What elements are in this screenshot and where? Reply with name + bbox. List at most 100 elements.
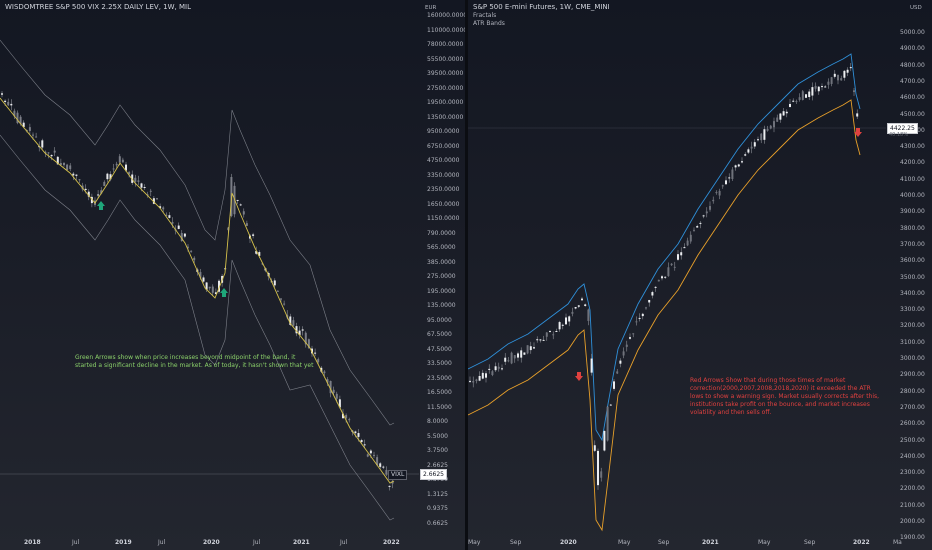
right-chart-canvas[interactable] bbox=[468, 0, 932, 550]
y-tick-label: 13500.0000 bbox=[427, 113, 464, 121]
right-annotation-note[interactable]: Red Arrows Show that during those times … bbox=[690, 377, 880, 416]
green-arrow-icon bbox=[97, 201, 105, 210]
candle-body bbox=[539, 339, 542, 341]
candle-body bbox=[683, 247, 686, 249]
indicator-fractals[interactable]: Fractals bbox=[473, 12, 497, 19]
candle-body bbox=[97, 194, 100, 196]
candle-body bbox=[779, 113, 782, 120]
left-price-axis[interactable]: 160000.0000 110000.0000 78000.0000 55500.00… bbox=[419, 0, 465, 537]
candle-body bbox=[686, 240, 689, 246]
x-tick-label: Jul bbox=[253, 539, 261, 546]
candle-body bbox=[388, 485, 391, 487]
candle-body bbox=[13, 110, 16, 117]
candle-body bbox=[609, 404, 612, 406]
candle-body bbox=[280, 298, 282, 300]
candle-body bbox=[382, 466, 385, 468]
candle-body bbox=[648, 299, 651, 303]
y-tick-label: 47.5000 bbox=[427, 345, 452, 353]
candle-body bbox=[298, 330, 301, 335]
candle-body bbox=[137, 180, 140, 182]
candle-body bbox=[645, 307, 647, 309]
candle-body bbox=[28, 127, 31, 131]
candle-body bbox=[289, 316, 292, 325]
candle-body bbox=[801, 91, 804, 100]
candle-body bbox=[239, 204, 242, 206]
candle-body bbox=[214, 292, 217, 294]
x-tick-label: 2019 bbox=[115, 539, 132, 546]
candle-body bbox=[345, 415, 348, 419]
candle-body bbox=[109, 174, 112, 180]
y-tick-label: 11.5000 bbox=[427, 403, 452, 411]
candle-body bbox=[63, 162, 65, 166]
candle-body bbox=[734, 165, 737, 168]
candle-body bbox=[718, 190, 721, 196]
y-tick-label: 110000.0000 bbox=[427, 26, 465, 34]
candle-body bbox=[376, 457, 379, 465]
right-price-badge: 4422.25 bbox=[887, 123, 918, 134]
candle-body bbox=[542, 339, 545, 341]
candle-body bbox=[699, 222, 702, 224]
candle-body bbox=[84, 188, 87, 191]
left-chart-pane[interactable]: WISDOMTREE S&P 500 VIX 2.25X DAILY LEV, … bbox=[0, 0, 465, 550]
y-tick-label: 5000.00 bbox=[900, 29, 925, 36]
x-tick-label: Ma bbox=[893, 539, 902, 546]
candle-body bbox=[577, 305, 580, 307]
left-annotation-note[interactable]: Green Arrows show when price increases b… bbox=[75, 354, 314, 369]
candle-body bbox=[56, 156, 59, 165]
candle-body bbox=[625, 344, 628, 347]
candle-body bbox=[545, 332, 548, 337]
candle-body bbox=[606, 406, 609, 441]
candle-body bbox=[295, 326, 298, 334]
candle-body bbox=[87, 191, 90, 197]
candle-body bbox=[478, 375, 481, 381]
indicator-atr-bands[interactable]: ATR Bands bbox=[473, 20, 505, 27]
right-price-axis[interactable]: 5000.00 4900.00 4800.00 4700.00 4600.00 4500.… bbox=[886, 0, 932, 541]
y-tick-label: 790.0000 bbox=[427, 229, 456, 237]
y-tick-label: 2700.00 bbox=[900, 403, 925, 411]
right-time-axis[interactable]: May Sep 2020 May Sep 2021 May Sep 2022 Ma bbox=[468, 537, 902, 550]
candle-body bbox=[140, 183, 143, 188]
candle-body bbox=[709, 206, 711, 210]
candle-body bbox=[696, 226, 699, 228]
candle-body bbox=[795, 101, 798, 103]
y-tick-label: 3000.00 bbox=[900, 355, 925, 362]
right-chart-pane[interactable]: S&P 500 E-mini Futures, 1W, CME_MINI Fra… bbox=[468, 0, 932, 550]
pane-divider[interactable] bbox=[465, 0, 468, 550]
y-tick-label: 3.7500 bbox=[427, 447, 448, 454]
lower-band-line bbox=[468, 99, 861, 532]
candle-body bbox=[798, 97, 801, 100]
candle-body bbox=[667, 267, 670, 277]
x-tick-label: 2022 bbox=[383, 539, 400, 546]
candle-body bbox=[307, 339, 310, 349]
candle-body bbox=[558, 322, 561, 330]
green-arrow-icon bbox=[220, 288, 228, 297]
candle-body bbox=[619, 360, 622, 364]
candle-body bbox=[317, 359, 320, 363]
candle-body bbox=[134, 177, 137, 182]
left-time-axis[interactable]: 2018 Jul 2019 Jul 2020 Jul 2021 Jul 2022 bbox=[0, 537, 419, 550]
y-tick-label: 3800.00 bbox=[900, 224, 925, 232]
candle-body bbox=[338, 399, 341, 408]
y-tick-label: 3200.00 bbox=[900, 322, 925, 330]
candle-body bbox=[587, 309, 590, 321]
y-tick-label: 1150.0000 bbox=[427, 215, 460, 222]
candle-body bbox=[693, 229, 695, 231]
candle-body bbox=[856, 113, 859, 117]
y-tick-label: 3400.00 bbox=[900, 289, 925, 297]
candle-body bbox=[731, 169, 734, 179]
candle-body bbox=[814, 85, 817, 89]
upper-band-line bbox=[0, 39, 395, 426]
candle-body bbox=[555, 331, 558, 333]
candle-body bbox=[128, 172, 131, 175]
candle-body bbox=[1, 93, 3, 95]
x-tick-label: Jul bbox=[158, 539, 166, 546]
candle-body bbox=[7, 101, 10, 106]
y-tick-label: 2800.00 bbox=[900, 387, 925, 395]
candle-body bbox=[827, 81, 830, 85]
y-tick-label: 2350.0000 bbox=[427, 186, 460, 193]
y-tick-label: 135.0000 bbox=[427, 302, 456, 309]
candle-body bbox=[273, 280, 276, 286]
candle-body bbox=[501, 368, 503, 370]
left-chart-canvas[interactable] bbox=[0, 0, 465, 550]
candle-body bbox=[763, 129, 766, 140]
